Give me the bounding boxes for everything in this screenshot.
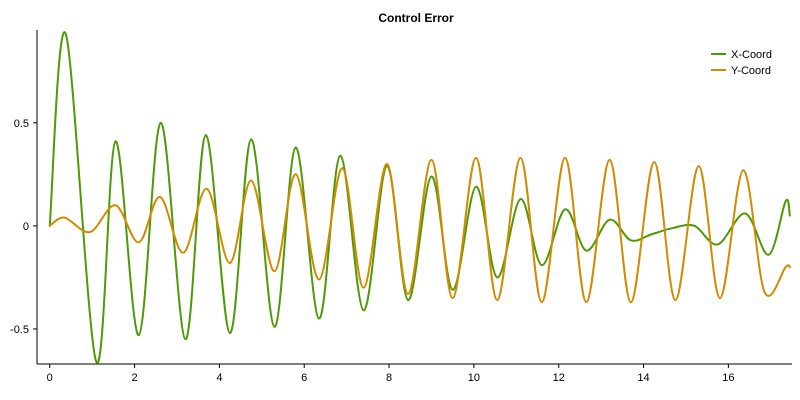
x-tick-label: 12	[553, 372, 565, 384]
x-tick-label: 16	[722, 372, 734, 384]
y-tick-label: -0.5	[10, 324, 29, 336]
x-tick-label: 2	[131, 372, 137, 384]
series-line-y-coord	[48, 156, 791, 304]
legend: X-Coord Y-Coord	[711, 49, 772, 77]
legend-label-y-coord: Y-Coord	[731, 65, 771, 77]
x-tick-label: 0	[47, 372, 53, 384]
series-layer	[48, 31, 791, 364]
y-tick-label: 0.5	[14, 118, 29, 130]
x-tick-label: 14	[637, 372, 649, 384]
x-tick-label: 6	[301, 372, 307, 384]
x-axis-ticks: 0 2 4 6 8 10 12 14 16	[47, 364, 735, 384]
x-tick-label: 8	[386, 372, 392, 384]
series-line-x-coord	[48, 31, 791, 364]
chart-title: Control Error	[378, 11, 454, 25]
y-axis-ticks: 0.5 0 -0.5	[10, 118, 37, 336]
legend-label-x-coord: X-Coord	[731, 49, 772, 61]
x-tick-label: 10	[468, 372, 480, 384]
y-tick-label: 0	[23, 221, 29, 233]
x-tick-label: 4	[216, 372, 222, 384]
